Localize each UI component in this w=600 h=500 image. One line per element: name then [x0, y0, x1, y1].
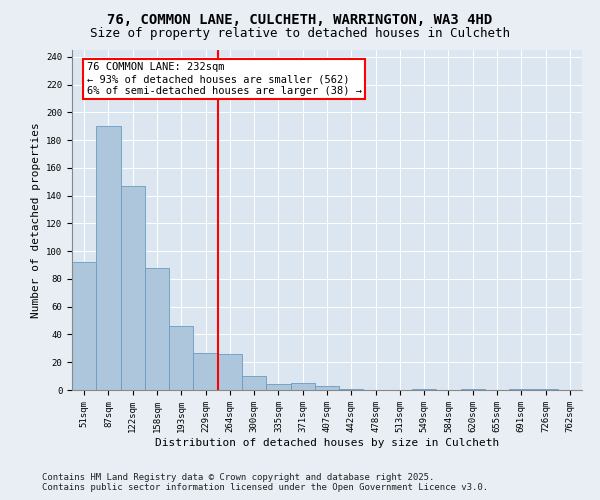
Bar — [266, 384, 290, 390]
Bar — [242, 376, 266, 390]
Bar — [72, 262, 96, 390]
Bar — [96, 126, 121, 390]
Text: 76, COMMON LANE, CULCHETH, WARRINGTON, WA3 4HD: 76, COMMON LANE, CULCHETH, WARRINGTON, W… — [107, 12, 493, 26]
Bar — [121, 186, 145, 390]
Bar — [145, 268, 169, 390]
Text: Contains HM Land Registry data © Crown copyright and database right 2025.
Contai: Contains HM Land Registry data © Crown c… — [42, 473, 488, 492]
Bar — [290, 383, 315, 390]
Bar — [315, 386, 339, 390]
Text: Size of property relative to detached houses in Culcheth: Size of property relative to detached ho… — [90, 28, 510, 40]
Bar — [412, 388, 436, 390]
Bar — [218, 354, 242, 390]
Bar — [533, 388, 558, 390]
X-axis label: Distribution of detached houses by size in Culcheth: Distribution of detached houses by size … — [155, 438, 499, 448]
Bar — [509, 388, 533, 390]
Bar — [169, 326, 193, 390]
Bar — [339, 388, 364, 390]
Y-axis label: Number of detached properties: Number of detached properties — [31, 122, 41, 318]
Text: 76 COMMON LANE: 232sqm
← 93% of detached houses are smaller (562)
6% of semi-det: 76 COMMON LANE: 232sqm ← 93% of detached… — [86, 62, 362, 96]
Bar — [461, 388, 485, 390]
Bar — [193, 352, 218, 390]
